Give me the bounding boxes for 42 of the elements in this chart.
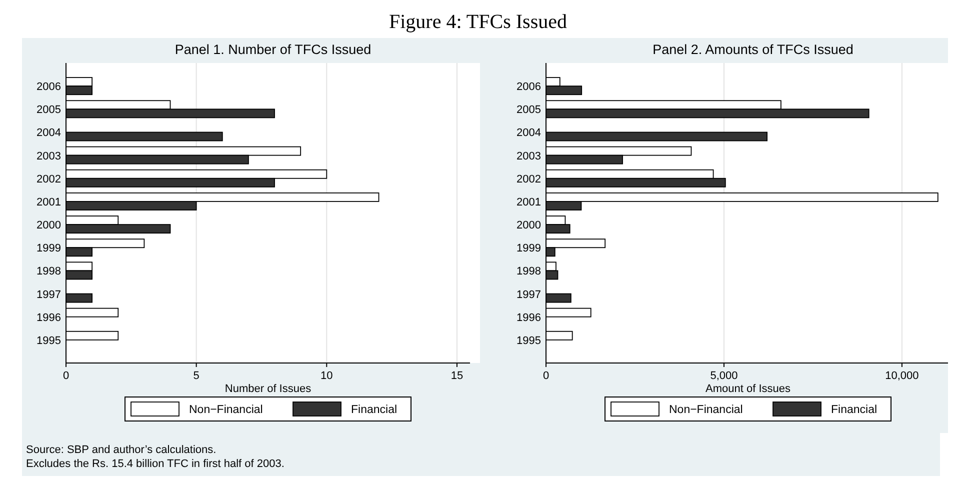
chart-title: Panel 1. Number of TFCs Issued: [174, 42, 372, 57]
y-tick-label: 2003: [516, 150, 541, 162]
y-tick-label: 1999: [516, 242, 541, 255]
y-tick-label: 2002: [36, 173, 61, 186]
x-tick-label: 10: [320, 370, 333, 382]
y-tick-label: 2006: [36, 81, 61, 94]
x-axis-title: Amount of Issues: [706, 383, 791, 395]
y-tick-label: 1998: [516, 266, 541, 278]
y-tick-label: 1996: [36, 312, 61, 324]
chart-title: Panel 2. Amounts of TFCs Issued: [652, 42, 854, 57]
y-tick-label: 1998: [36, 266, 61, 278]
y-tick-label: 2000: [516, 220, 541, 232]
legend-label: Non−Financial: [669, 404, 743, 416]
x-tick-label: 5: [193, 370, 200, 382]
y-tick-label: 2005: [36, 104, 61, 116]
y-tick-label: 2006: [516, 81, 541, 94]
text: Excludes the Rs. 15.4 billion TFC in first half of 2003.: [26, 458, 284, 470]
y-tick-label: 2004: [36, 127, 61, 140]
y-tick-label: 2005: [516, 104, 541, 116]
caption: Figure 4: TFCs Issued: [389, 11, 567, 33]
y-tick-label: 1995: [516, 334, 541, 347]
y-tick-label: 1999: [36, 242, 61, 255]
x-tick-label: 5,000: [710, 370, 738, 382]
y-tick-label: 2004: [516, 127, 541, 140]
y-tick-label: 2000: [36, 220, 61, 232]
x-axis-title: Number of Issues: [224, 383, 312, 395]
x-tick-label: 10,000: [885, 370, 919, 382]
legend-label: Financial: [831, 404, 878, 416]
y-tick-label: 2002: [516, 173, 541, 186]
y-tick-label: 1995: [36, 334, 61, 347]
y-tick-label: 1996: [516, 312, 541, 324]
source-note: Source: SBP and author’s calculations.: [26, 444, 216, 456]
x-tick-label: 0: [62, 370, 70, 382]
y-tick-label: 1997: [516, 288, 541, 301]
legend-label: Non−Financial: [189, 404, 263, 416]
x-tick-label: 0: [542, 370, 550, 382]
y-tick-label: 2003: [36, 150, 61, 162]
x-tick-label: 15: [450, 370, 464, 382]
legend-label: Financial: [351, 404, 398, 416]
y-tick-label: 2001: [36, 196, 61, 208]
y-tick-label: 2001: [516, 196, 541, 208]
y-tick-label: 1997: [36, 288, 61, 301]
